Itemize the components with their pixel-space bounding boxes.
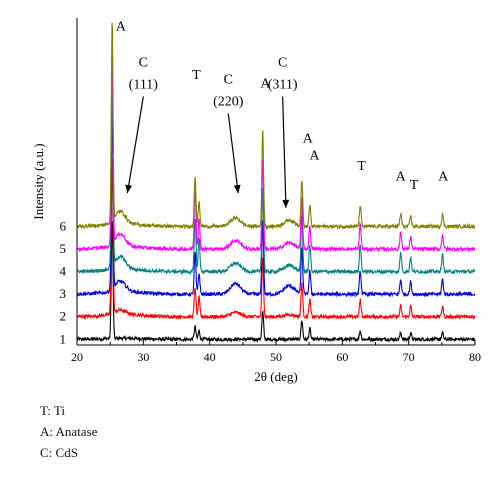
xrd-chart: 20 30 40 50 60 70 80 2θ (deg) Intensity (a.u.) 1 2… <box>31 18 481 384</box>
x-tick-label-50: 50 <box>270 350 282 364</box>
peak-label-A-4: A <box>309 148 320 163</box>
x-tick-label-80: 80 <box>469 350 481 364</box>
legend-note-ti: T: Ti <box>40 403 66 418</box>
series-label-4: 4 <box>60 264 67 279</box>
peak-label-A-2: A <box>260 77 271 92</box>
series-label-3: 3 <box>60 286 67 301</box>
series-label-5: 5 <box>60 241 67 256</box>
x-tick-label-20: 20 <box>71 350 83 364</box>
phase-annotation-1: C <box>224 72 233 87</box>
phase-arrowhead-0 <box>125 184 133 194</box>
peak-label-T-7: T <box>410 178 419 193</box>
diffraction-patterns <box>77 22 475 343</box>
pattern-2 <box>77 158 475 321</box>
pattern-4 <box>77 87 475 276</box>
x-tick-label-40: 40 <box>204 350 216 364</box>
phase-hkl-2: (311) <box>268 78 298 93</box>
peak-label-T-1: T <box>192 68 201 83</box>
peak-label-T-5: T <box>357 159 366 174</box>
series-label-1: 1 <box>60 331 67 346</box>
legend-note-cds: C: CdS <box>40 445 78 460</box>
series-label-2: 2 <box>60 309 67 324</box>
pattern-5 <box>77 56 475 253</box>
peak-label-A-3: A <box>303 131 314 146</box>
phase-arrowhead-2 <box>282 199 290 208</box>
pattern-3 <box>77 115 475 298</box>
phase-arrow-2 <box>282 96 287 208</box>
phase-arrowhead-1 <box>233 184 241 194</box>
peak-label-A-8: A <box>438 169 449 184</box>
x-axis-label: 2θ (deg) <box>254 369 297 384</box>
phase-annotation-2: C <box>278 56 287 71</box>
phase-annotation-0: C <box>139 56 148 71</box>
pattern-6 <box>77 22 475 231</box>
pattern-1 <box>77 221 475 343</box>
legend-note-anatase: A: Anatase <box>40 424 98 439</box>
phase-arrow-0 <box>126 96 144 194</box>
y-axis-label: Intensity (a.u.) <box>31 143 46 219</box>
phase-hkl-1: (220) <box>213 94 244 109</box>
x-tick-label-70: 70 <box>403 350 415 364</box>
peak-label-A-6: A <box>396 169 407 184</box>
x-tick-label-30: 30 <box>137 350 149 364</box>
phase-legend: T: Ti A: Anatase C: CdS <box>40 400 97 463</box>
series-label-6: 6 <box>60 218 67 233</box>
peak-label-A-0: A <box>116 20 127 35</box>
phase-hkl-0: (111) <box>129 78 159 93</box>
x-tick-label-60: 60 <box>336 350 348 364</box>
phase-arrow-1 <box>227 113 239 194</box>
